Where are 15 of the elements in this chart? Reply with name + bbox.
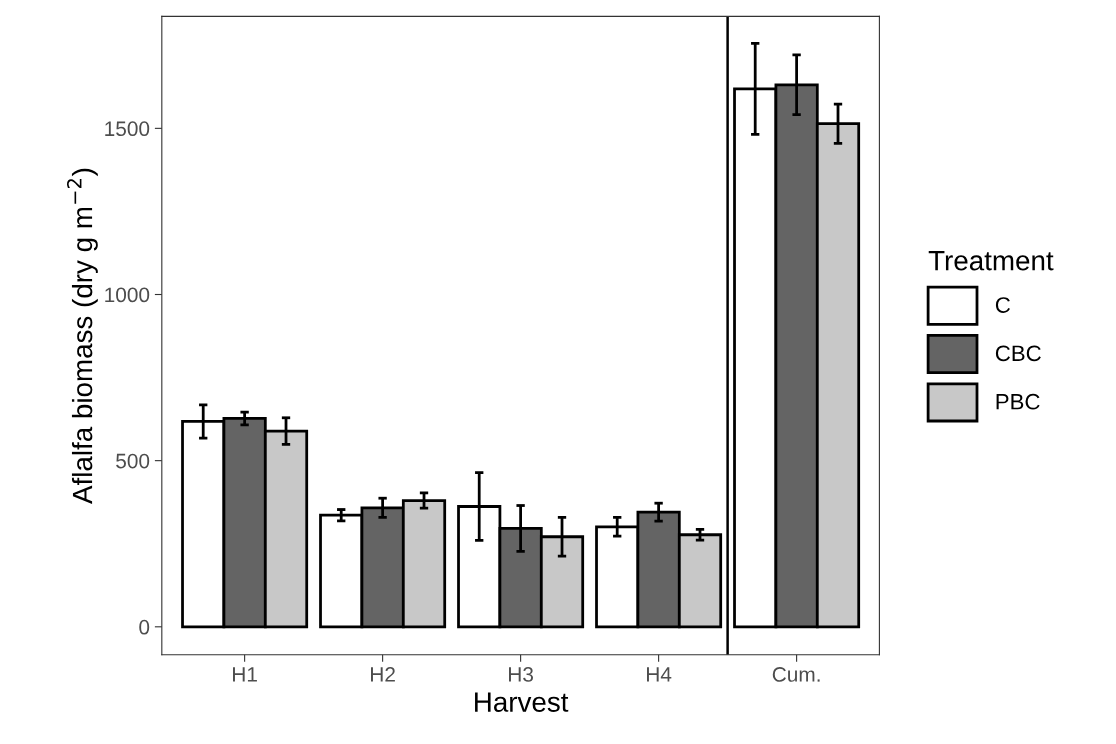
y-tick-label: 0	[139, 619, 150, 635]
x-tick-label: H4	[647, 667, 672, 682]
x-tick-label: Cum.	[772, 667, 820, 682]
y-tick-label: 500	[116, 453, 150, 469]
x-axis-title: Harvest	[475, 692, 569, 712]
x-tick-label: H3	[509, 667, 534, 682]
y-tick-label: 1500	[105, 121, 150, 137]
x-tick-label: H1	[233, 667, 257, 682]
legend-label: PBC	[996, 393, 1040, 410]
y-axis-title: Aflalfa biomass (dry g m$^{−2}$)	[67, 168, 98, 504]
y-tick-label: 1000	[105, 287, 150, 303]
legend-label: CBC	[995, 345, 1041, 362]
legend-title: Treatment	[928, 251, 1054, 271]
legend-label: C	[995, 297, 1010, 313]
x-tick-label: H2	[371, 667, 395, 682]
